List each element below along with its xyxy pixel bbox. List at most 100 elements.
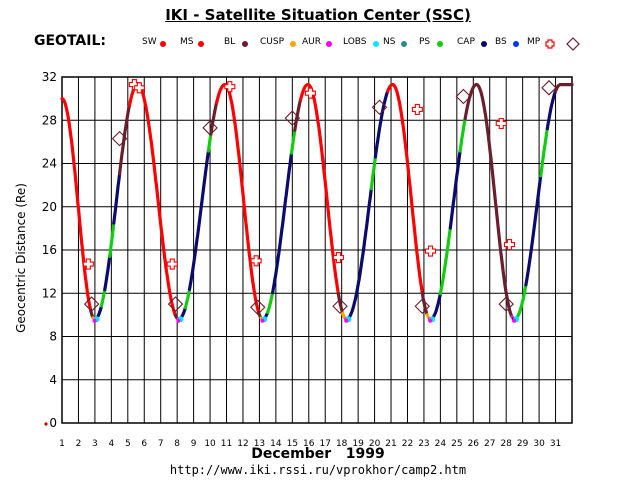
legend-label: AUR bbox=[302, 37, 321, 47]
chart-axes bbox=[44, 76, 573, 426]
segment-ps bbox=[458, 117, 467, 153]
bl-crossing-marker bbox=[202, 120, 218, 136]
segment-ps bbox=[514, 283, 528, 321]
bl-crossing-marker bbox=[167, 296, 184, 312]
segment-ps bbox=[438, 226, 452, 296]
x-tick-label: 21 bbox=[385, 439, 396, 449]
segment-cap bbox=[345, 187, 373, 321]
aur-point bbox=[92, 318, 97, 323]
legend-label: BS bbox=[495, 37, 507, 47]
y-tick-label: 32 bbox=[42, 70, 57, 84]
mp-crossing-marker bbox=[224, 81, 236, 93]
legend-label: PS bbox=[419, 37, 431, 47]
legend-dot-icon bbox=[373, 41, 379, 47]
legend-diamond-icon bbox=[566, 37, 580, 51]
bl-crossing-marker bbox=[332, 298, 348, 315]
legend-dot-icon bbox=[326, 41, 332, 47]
segment-cap bbox=[187, 149, 210, 291]
segment-ps bbox=[369, 155, 377, 191]
legend-dot-icon bbox=[401, 41, 407, 47]
bl-crossing-marker bbox=[498, 296, 514, 312]
bl-crossing-marker bbox=[284, 110, 301, 126]
x-tick-label: 24 bbox=[435, 439, 447, 449]
bl-crossing-marker bbox=[249, 299, 266, 316]
mp-crossing-marker bbox=[304, 87, 316, 99]
segment-bl bbox=[420, 291, 429, 317]
x-tick-label: 20 bbox=[369, 439, 381, 449]
x-tick-label: 13 bbox=[254, 439, 265, 449]
y-tick-label: 12 bbox=[42, 286, 57, 300]
x-tick-label: 25 bbox=[451, 439, 462, 449]
segment-ms bbox=[215, 82, 261, 314]
legend-label: SW bbox=[142, 37, 157, 47]
y-axis-label: Geocentric Distance (Re) bbox=[14, 183, 28, 333]
x-tick-label: 10 bbox=[204, 439, 216, 449]
x-tick-label: 29 bbox=[517, 439, 529, 449]
segment-cap bbox=[429, 292, 442, 321]
x-tick-label: 31 bbox=[550, 439, 561, 449]
x-tick-label: 2 bbox=[76, 439, 82, 449]
x-tick-label: 22 bbox=[402, 439, 413, 449]
plot-frame bbox=[61, 76, 573, 424]
legend-label: MS bbox=[180, 37, 194, 47]
legend-label: BL bbox=[224, 37, 236, 47]
segment-ps bbox=[206, 132, 213, 153]
legend-dot-icon bbox=[198, 41, 204, 47]
segment-ms bbox=[60, 96, 93, 313]
legend-label: MP bbox=[527, 37, 541, 47]
chart-grid bbox=[61, 76, 573, 424]
segment-ps bbox=[183, 287, 192, 310]
x-tick-label: 15 bbox=[287, 439, 298, 449]
legend-dot-icon bbox=[290, 41, 296, 47]
segment-bl bbox=[463, 82, 514, 319]
mp-crossing-marker bbox=[503, 239, 516, 251]
segment-ps bbox=[108, 221, 116, 258]
legend-dot-icon bbox=[242, 41, 248, 47]
origin-dot bbox=[44, 422, 48, 426]
x-tick-label: 17 bbox=[319, 439, 330, 449]
crossing-markers bbox=[82, 79, 557, 323]
x-tick-label: 7 bbox=[158, 439, 164, 449]
legend-label: CUSP bbox=[260, 37, 285, 47]
segment-cap bbox=[524, 174, 543, 287]
aur-point bbox=[260, 318, 265, 323]
x-tick-label: 12 bbox=[237, 439, 248, 449]
chart-title: IKI - Satellite Situation Center (SSC) bbox=[165, 6, 471, 24]
y-tick-label: 4 bbox=[49, 373, 57, 387]
segment-ps bbox=[539, 127, 549, 178]
y-tick-label: 28 bbox=[42, 113, 57, 127]
segment-cap bbox=[373, 89, 390, 159]
segment-bl bbox=[209, 100, 219, 136]
x-tick-labels: 1 2 3 4 5 6 7 8 9 10 11 12 13 14 15 16 17 18 19 20 21 22 23 24 2… bbox=[59, 439, 561, 449]
segment-cap bbox=[545, 89, 558, 131]
satellite-label: GEOTAIL: bbox=[34, 33, 106, 49]
legend-dot-icon bbox=[437, 41, 443, 47]
x-tick-label: 19 bbox=[352, 439, 364, 449]
x-tick-label: 9 bbox=[191, 439, 197, 449]
orbit-trajectory bbox=[60, 82, 574, 321]
bl-crossing-marker bbox=[414, 298, 431, 315]
x-tick-label: 23 bbox=[418, 439, 429, 449]
mp-crossing-marker bbox=[166, 258, 178, 270]
x-tick-label: 30 bbox=[533, 439, 545, 449]
aur-point bbox=[176, 318, 181, 323]
segment-bl bbox=[117, 103, 132, 176]
aur-point bbox=[344, 318, 349, 323]
bl-crossing-marker bbox=[83, 296, 100, 312]
bl-crossing-marker bbox=[371, 99, 388, 116]
y-tick-label: 24 bbox=[42, 157, 57, 171]
segment-cap bbox=[96, 304, 104, 318]
x-tick-label: 8 bbox=[174, 439, 180, 449]
x-tick-label: 28 bbox=[500, 439, 512, 449]
mp-crossing-marker bbox=[133, 82, 145, 94]
y-tick-label: 0 bbox=[49, 416, 57, 430]
x-tick-label: 6 bbox=[141, 439, 147, 449]
mp-crossing-marker bbox=[424, 245, 437, 257]
legend-dot-icon bbox=[481, 41, 487, 47]
x-axis-month-label: December 1999 bbox=[251, 446, 385, 462]
segment-cap bbox=[271, 151, 294, 295]
y-tick-labels: 0 4 8 12 16 20 24 28 32 bbox=[42, 70, 57, 430]
segment-ms bbox=[386, 82, 424, 295]
segment-bl bbox=[553, 82, 574, 93]
